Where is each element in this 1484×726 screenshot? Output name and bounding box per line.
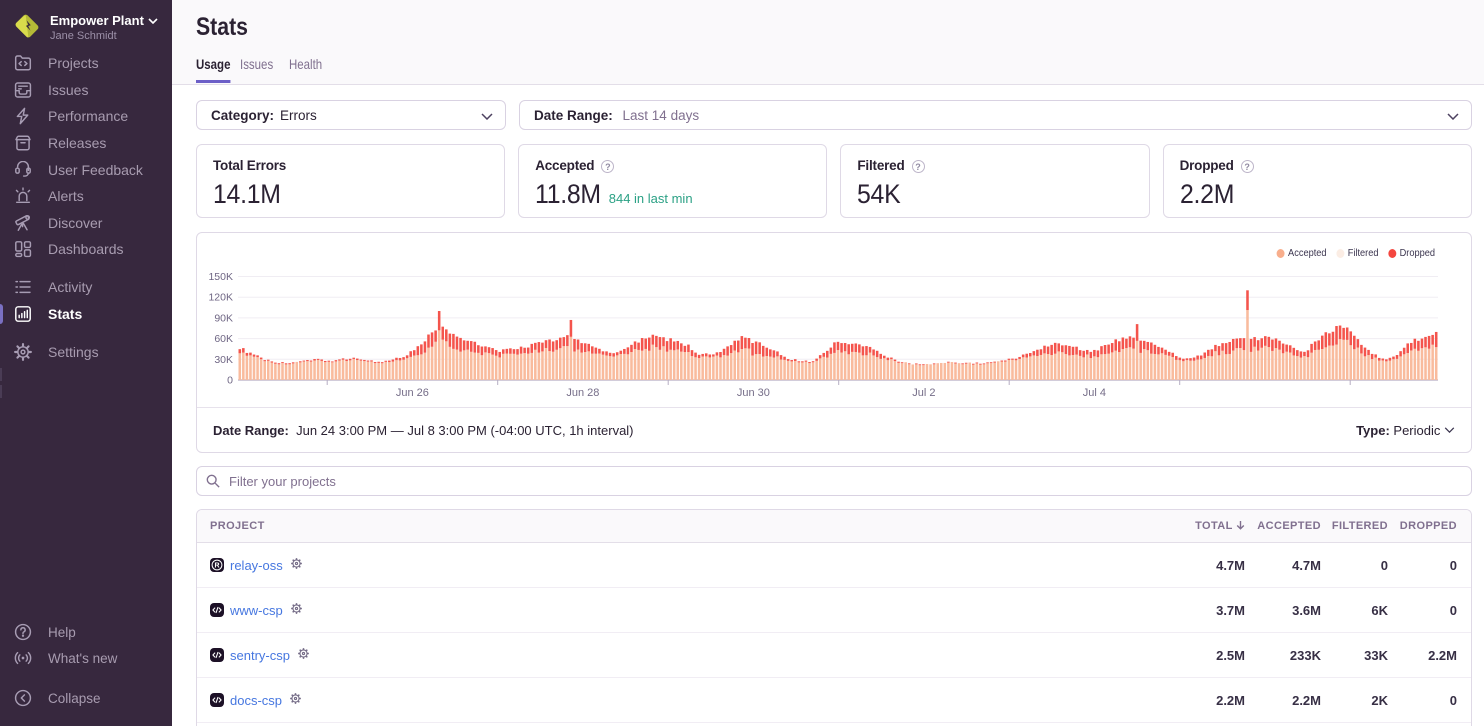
svg-text:R: R	[214, 563, 219, 570]
svg-text:Jun 26: Jun 26	[396, 387, 429, 399]
svg-text:Jun 30: Jun 30	[737, 387, 770, 399]
svg-text:150K: 150K	[208, 271, 233, 283]
svg-text:120K: 120K	[208, 292, 233, 304]
svg-text:Jul 2: Jul 2	[912, 387, 935, 399]
svg-text:60K: 60K	[214, 333, 233, 345]
svg-text:Jun 28: Jun 28	[566, 387, 599, 399]
svg-text:30K: 30K	[214, 354, 233, 366]
svg-text:Jul 4: Jul 4	[1083, 387, 1106, 399]
svg-text:90K: 90K	[214, 312, 233, 324]
svg-text:0: 0	[227, 375, 233, 387]
